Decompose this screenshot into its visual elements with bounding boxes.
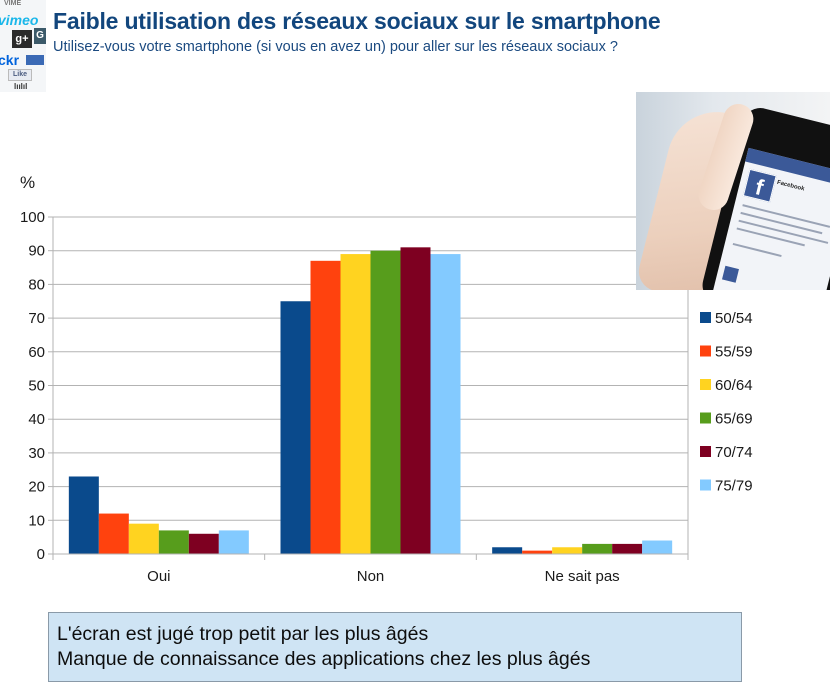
page-title: Faible utilisation des réseaux sociaux s… [53,8,661,34]
facebook-logo-icon: f [742,168,777,203]
bar-ne-sait-pas-50-54 [492,547,523,554]
bar-ne-sait-pas-65-69 [582,543,613,554]
bar-oui-65-69 [158,530,189,554]
flickr-logo-icon: ckr [0,52,20,68]
text-line [732,242,782,258]
smartphone-photo: f Facebook [636,92,830,290]
y-tick-label: 20 [28,479,45,496]
bar-oui-75-79 [218,530,249,554]
conclusion-box: L'écran est jugé trop petit par les plus… [48,612,742,682]
legend-label: 55/59 [715,344,753,361]
legend-swatch [700,345,711,357]
bar-non-70-74 [400,247,431,554]
legend-swatch [700,446,711,457]
x-tick-label: Ne sait pas [545,568,620,585]
x-tick-label: Non [357,568,385,585]
bar-ne-sait-pas-70-74 [612,543,643,554]
page-subtitle: Utilisez-vous votre smartphone (si vous … [53,39,618,55]
collage-bottom-text: lıılıl [14,82,28,91]
y-tick-label: 40 [28,411,45,428]
bar-non-75-79 [430,254,461,554]
legend-swatch [700,479,711,491]
y-tick-label: 0 [37,546,45,563]
y-tick-label: 80 [28,276,45,293]
legend-swatch [700,412,711,424]
bar-oui-70-74 [188,533,219,554]
bar-oui-55-59 [98,513,129,554]
y-tick-label: 50 [28,378,45,395]
bar-non-55-59 [310,260,341,554]
y-tick-label: 30 [28,445,45,462]
facebook-like-icon: Like [8,69,32,81]
legend-swatch [700,379,711,390]
x-tick-label: Oui [147,568,170,585]
bar-ne-sait-pas-75-79 [642,540,673,554]
y-tick-label: 70 [28,310,45,327]
bar-ne-sait-pas-60-64 [552,547,583,554]
bar-non-50-54 [280,301,311,554]
legend-label: 50/54 [715,310,753,327]
facebook-app-name: Facebook [776,179,805,193]
legend-label: 60/64 [715,377,753,394]
y-axis-ticks: 0 10 20 30 40 50 60 70 80 90 100 [20,209,53,563]
legend-swatch [700,312,711,323]
legend-label: 65/69 [715,411,753,428]
text-line [736,227,805,247]
bars [68,247,673,554]
bar-ne-sait-pas-55-59 [522,550,553,554]
y-tick-label: 100 [20,209,45,226]
facebook-small-icon [722,265,739,283]
google-plus-icon: g+ [12,30,32,48]
conclusion-line-2: Manque de connaissance des applications … [57,648,591,670]
legend-label: 75/79 [715,478,753,495]
bar-oui-60-64 [128,523,159,554]
bar-non-60-64 [340,254,371,554]
google-icon: G [34,28,46,44]
legend-label: 70/74 [715,444,753,461]
vimeo-logo-icon: vimeo [0,12,39,28]
bar-chart: % 0 10 20 30 40 50 60 70 80 90 100 Oui Non Ne sait p… [20,173,753,585]
x-axis-ticks: Oui Non Ne sait pas [52,554,689,585]
collage-top-text: VIME [4,0,22,7]
legend: 50/54 55/59 60/64 65/69 70/74 75/79 [700,310,753,495]
blue-badge-icon [26,55,44,65]
conclusion-line-1: L'écran est jugé trop petit par les plus… [57,623,429,645]
y-tick-label: 10 [28,512,45,529]
y-tick-label: 90 [28,243,45,260]
social-logos-collage: VIME vimeo g+ G ckr Like lıılıl [0,0,46,92]
bar-oui-50-54 [68,476,99,554]
y-axis-unit-label: % [20,173,35,192]
y-tick-label: 60 [28,344,45,361]
bar-non-65-69 [370,250,401,554]
